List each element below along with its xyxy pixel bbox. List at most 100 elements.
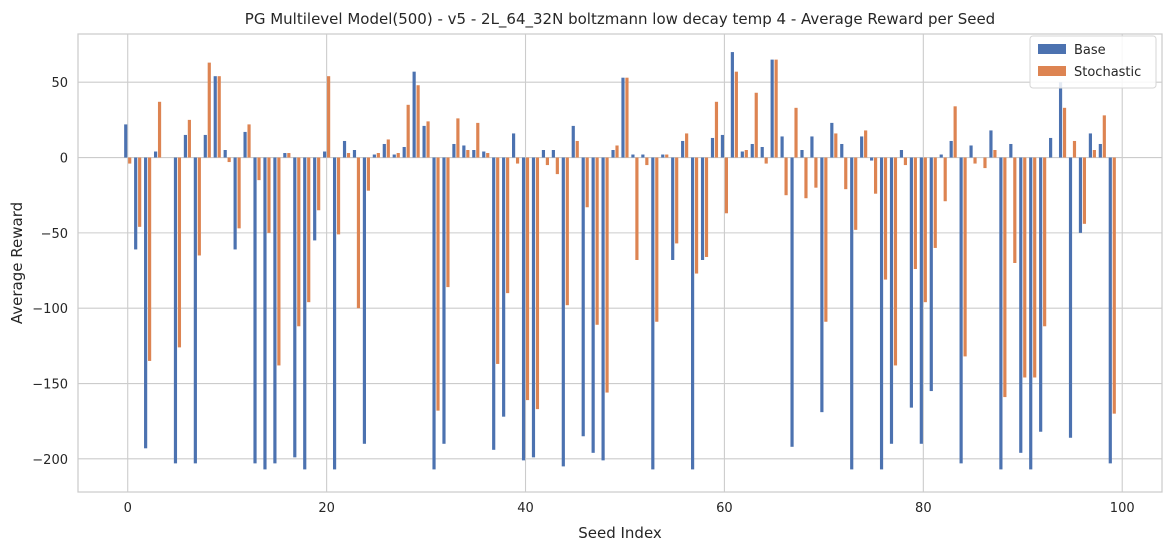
bar-base-3 xyxy=(153,151,158,158)
y-tick-label: 0 xyxy=(60,152,68,167)
bar-stochastic-90 xyxy=(1023,157,1027,378)
bar-base-70 xyxy=(820,157,824,413)
bar-base-36 xyxy=(482,151,486,158)
bar-base-45 xyxy=(571,125,575,158)
bar-base-24 xyxy=(362,157,367,444)
bar-base-30 xyxy=(422,125,426,158)
bar-stochastic-20 xyxy=(327,76,331,158)
bar-stochastic-41 xyxy=(535,157,540,410)
bar-stochastic-47 xyxy=(595,157,599,325)
bar-stochastic-8 xyxy=(207,62,211,158)
bar-base-80 xyxy=(919,157,923,444)
bar-stochastic-15 xyxy=(277,157,281,366)
bar-base-50 xyxy=(621,77,625,158)
bar-base-6 xyxy=(183,134,187,158)
bar-stochastic-24 xyxy=(366,157,370,191)
bar-base-61 xyxy=(730,52,734,158)
bar-stochastic-82 xyxy=(943,157,947,202)
bar-base-85 xyxy=(969,145,973,158)
bar-base-32 xyxy=(442,157,446,444)
y-tick-label: 50 xyxy=(51,76,68,91)
legend: Base Stochastic xyxy=(1029,35,1157,89)
bar-stochastic-26 xyxy=(386,139,390,158)
bar-stochastic-31 xyxy=(436,157,440,411)
bar-stochastic-36 xyxy=(486,153,490,158)
bar-base-99 xyxy=(1108,157,1112,464)
bar-base-8 xyxy=(203,134,207,158)
bar-stochastic-74 xyxy=(864,130,868,158)
bar-base-63 xyxy=(750,143,754,158)
x-axis-title: Seed Index xyxy=(578,524,662,542)
bar-stochastic-17 xyxy=(297,157,301,327)
bar-base-71 xyxy=(830,122,834,158)
bar-stochastic-43 xyxy=(555,157,559,175)
bar-base-53 xyxy=(651,157,655,470)
bar-stochastic-30 xyxy=(426,121,430,158)
bar-base-83 xyxy=(949,140,953,158)
bar-stochastic-84 xyxy=(963,157,967,357)
bar-stochastic-78 xyxy=(903,157,908,166)
bar-stochastic-9 xyxy=(217,76,221,158)
bar-base-73 xyxy=(850,157,854,470)
bar-stochastic-51 xyxy=(635,157,639,260)
bar-base-46 xyxy=(581,157,585,437)
bar-base-13 xyxy=(253,157,257,464)
bar-stochastic-45 xyxy=(575,140,579,158)
bar-stochastic-19 xyxy=(317,157,321,211)
bar-base-56 xyxy=(681,140,685,158)
bar-stochastic-80 xyxy=(923,157,927,303)
bar-base-2 xyxy=(144,157,148,449)
bar-base-88 xyxy=(999,157,1003,470)
bar-base-74 xyxy=(860,136,864,158)
bar-stochastic-79 xyxy=(913,157,917,270)
bar-base-0 xyxy=(124,124,128,158)
bar-stochastic-57 xyxy=(694,157,699,274)
bar-base-52 xyxy=(641,154,645,158)
bar-base-68 xyxy=(800,150,804,158)
bar-stochastic-13 xyxy=(257,157,261,181)
bar-stochastic-88 xyxy=(1003,157,1007,398)
bar-stochastic-61 xyxy=(734,71,738,158)
bar-base-27 xyxy=(392,154,396,158)
chart-title: PG Multilevel Model(500) - v5 - 2L_64_32… xyxy=(245,10,995,29)
bar-stochastic-64 xyxy=(764,157,768,164)
bar-base-42 xyxy=(541,150,546,158)
bar-stochastic-6 xyxy=(187,119,191,158)
bar-stochastic-0 xyxy=(128,157,132,164)
bar-stochastic-10 xyxy=(227,157,231,163)
legend-swatch-base xyxy=(1038,44,1066,54)
y-axis-title: Average Reward xyxy=(8,202,26,324)
plot-frame xyxy=(77,33,1163,493)
bar-base-81 xyxy=(929,157,933,392)
bar-base-60 xyxy=(720,134,725,158)
bar-base-95 xyxy=(1068,157,1073,438)
bar-stochastic-40 xyxy=(525,157,530,401)
bar-base-39 xyxy=(512,133,516,158)
bar-stochastic-99 xyxy=(1112,157,1116,414)
x-tick-label: 0 xyxy=(124,501,132,516)
bar-stochastic-34 xyxy=(466,150,470,158)
bar-base-58 xyxy=(700,157,705,260)
bar-base-49 xyxy=(611,150,615,158)
bar-base-9 xyxy=(213,76,217,158)
bar-stochastic-69 xyxy=(814,157,818,188)
legend-swatch-stochastic xyxy=(1038,66,1066,76)
bar-stochastic-27 xyxy=(396,153,400,158)
bar-stochastic-52 xyxy=(645,157,649,166)
bar-stochastic-37 xyxy=(496,157,500,364)
bar-base-98 xyxy=(1098,143,1102,158)
bar-stochastic-56 xyxy=(685,133,689,158)
bar-stochastic-16 xyxy=(287,153,291,158)
bar-base-37 xyxy=(492,157,496,450)
bar-base-67 xyxy=(790,157,794,447)
plot-area xyxy=(78,34,1162,492)
tick-labels: 0 20 40 60 80 100 50 0 −50 −100 −150 −200 xyxy=(32,76,1134,516)
bar-base-78 xyxy=(899,150,904,158)
bar-stochastic-39 xyxy=(515,157,520,164)
bar-stochastic-54 xyxy=(665,154,669,158)
bar-stochastic-62 xyxy=(744,150,748,158)
bar-stochastic-28 xyxy=(406,104,410,158)
legend-label-base: Base xyxy=(1074,43,1106,58)
bar-base-54 xyxy=(661,154,665,158)
